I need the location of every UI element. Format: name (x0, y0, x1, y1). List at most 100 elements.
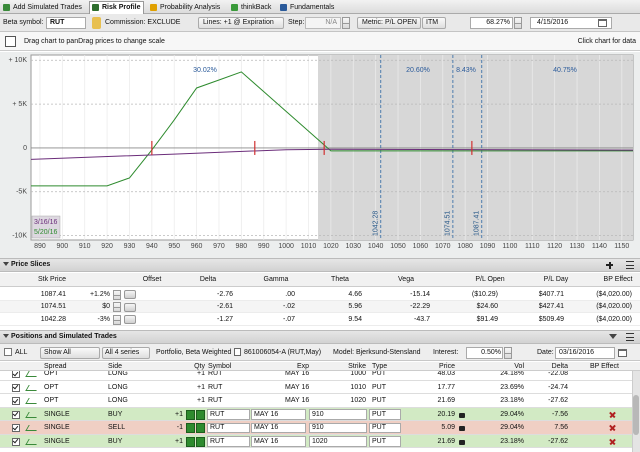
type-box[interactable] (369, 409, 401, 420)
slice-cell: -3% (97, 315, 110, 323)
x-tick-label: 890 (34, 243, 46, 250)
percent-box[interactable] (470, 17, 513, 29)
position-cell[interactable]: 1020 (312, 437, 328, 445)
collapse-icon[interactable] (3, 262, 9, 266)
lines[interactable]: Lines: +1 @ Expiration (203, 19, 274, 26)
position-cell: -7.56 (552, 410, 568, 418)
beta-box[interactable] (46, 17, 86, 29)
position-cell[interactable]: RUT (210, 437, 225, 445)
symbol-box[interactable] (207, 436, 250, 447)
spinner[interactable] (504, 347, 512, 359)
date-box[interactable] (555, 347, 615, 359)
percent-toggle[interactable] (124, 315, 136, 324)
itm-box[interactable] (422, 17, 446, 29)
scale-icon[interactable] (5, 36, 16, 47)
position-cell[interactable]: PUT (372, 410, 386, 418)
commission[interactable]: Commission: EXCLUDE (105, 19, 181, 26)
lines-box[interactable] (198, 17, 284, 29)
spinner[interactable] (113, 302, 121, 312)
qty-spinner[interactable] (186, 436, 195, 447)
position-cell: RUT (208, 397, 223, 404)
exp-box[interactable] (251, 409, 306, 420)
interest-box[interactable] (466, 347, 503, 359)
percent-toggle[interactable] (124, 302, 136, 312)
position-cell: PUT (372, 383, 386, 391)
position-cell[interactable]: MAY 16 (254, 410, 279, 418)
calendar-icon[interactable] (618, 349, 627, 357)
position-cell[interactable]: +1 (175, 437, 183, 445)
series[interactable]: All 4 series (105, 348, 140, 356)
tab[interactable]: Probability Analysis (160, 3, 221, 11)
percent-toggle[interactable] (124, 290, 136, 299)
spinner[interactable] (113, 314, 121, 325)
qty-menu[interactable] (196, 436, 205, 447)
column-header: Exp (296, 362, 310, 370)
position-cell[interactable]: -1 (176, 424, 183, 431)
position-cell: 23.18% (500, 397, 524, 404)
strike-box[interactable] (309, 436, 367, 447)
x-tick-label: 1130 (570, 243, 585, 250)
strike-box[interactable] (309, 422, 367, 433)
qty-spinner[interactable] (186, 409, 195, 420)
exp-box[interactable] (251, 436, 306, 447)
itm[interactable]: ITM (426, 19, 439, 26)
row-checkbox[interactable] (12, 437, 20, 446)
spinner[interactable] (342, 17, 350, 29)
x-tick-label: 970 (213, 243, 225, 250)
row-checkbox[interactable] (12, 397, 20, 405)
positions-arrow[interactable] (609, 334, 617, 339)
tab[interactable]: Add Simulated Trades (13, 3, 82, 11)
position-cell[interactable]: +1 (175, 410, 183, 418)
type-box[interactable] (369, 422, 401, 433)
spinner[interactable] (113, 289, 121, 300)
show-box[interactable] (40, 347, 100, 359)
row-checkbox[interactable] (12, 383, 20, 392)
symbol-box[interactable] (207, 409, 250, 420)
active-tab[interactable] (89, 1, 144, 14)
series-box[interactable] (102, 347, 150, 359)
qty-menu[interactable] (196, 409, 205, 420)
slice-cell: -22.29 (410, 303, 430, 310)
exp-box[interactable] (251, 422, 306, 433)
row-checkbox[interactable] (12, 424, 20, 432)
date-box[interactable] (530, 17, 612, 29)
slice-cell: 4.66 (348, 290, 362, 298)
collapse-icon[interactable] (3, 334, 9, 338)
slice-cell: -2.61 (217, 303, 233, 310)
tab[interactable]: thinkBack (241, 3, 272, 11)
row-checkbox[interactable] (12, 371, 20, 378)
position-cell[interactable]: MAY 16 (254, 437, 279, 445)
calendar-icon[interactable] (598, 19, 607, 27)
position-cell[interactable]: PUT (372, 424, 386, 431)
metric[interactable]: Metric: P/L OPEN (362, 19, 417, 26)
menu-icon[interactable] (626, 333, 634, 341)
model[interactable]: Model: Bjerksund-Stensland (333, 348, 421, 356)
tab[interactable]: Risk Profile (102, 3, 141, 11)
position-cell[interactable]: RUT (210, 424, 225, 431)
position-cell[interactable]: MAY 16 (254, 424, 279, 431)
tab-icon (150, 4, 157, 11)
metric-box[interactable] (357, 17, 421, 29)
x-tick-label: 1040 (368, 243, 384, 250)
account-icon (234, 348, 241, 356)
symbol-box[interactable] (207, 422, 250, 433)
qty-spinner[interactable] (186, 423, 195, 433)
position-cell[interactable]: RUT (210, 410, 225, 418)
all-checkbox[interactable] (4, 348, 12, 356)
scroll-thumb[interactable] (633, 395, 639, 435)
type-box[interactable] (369, 436, 401, 447)
qty-menu[interactable] (196, 423, 205, 433)
position-cell[interactable]: 910 (312, 424, 324, 431)
position-cell: MAY 16 (285, 371, 310, 377)
show[interactable]: Show All (44, 348, 71, 356)
menu-icon[interactable] (626, 261, 634, 269)
position-cell[interactable]: 910 (312, 410, 324, 418)
row-checkbox[interactable] (12, 410, 20, 419)
position-cell[interactable]: PUT (372, 437, 386, 445)
date[interactable]: 03/16/2016 (559, 348, 595, 356)
date[interactable]: 4/15/2016 (537, 19, 569, 26)
tab[interactable]: Fundamentals (290, 3, 335, 11)
strike-box[interactable] (309, 409, 367, 420)
risk-chart[interactable]: 890 900 910 920 930 940 950 960 970 980 990 1000 101… (0, 52, 640, 258)
spinner[interactable] (514, 17, 522, 29)
